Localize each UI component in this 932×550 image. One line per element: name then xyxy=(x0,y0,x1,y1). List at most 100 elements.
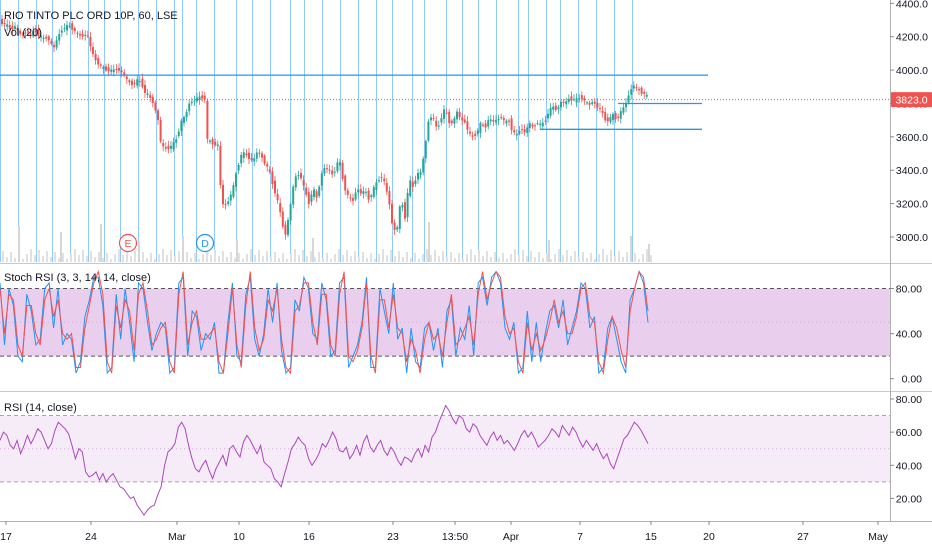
time-tick-label: May xyxy=(868,531,889,543)
volume-bar xyxy=(610,250,612,262)
last-price-tag-text: 3823.0 xyxy=(895,95,927,107)
candle-body xyxy=(411,181,414,187)
candle-body xyxy=(536,123,539,125)
candle-body xyxy=(482,124,484,126)
candle-body xyxy=(34,30,37,33)
volume-bar xyxy=(442,251,444,262)
candle-body xyxy=(450,120,453,124)
candle-body xyxy=(497,119,500,121)
candle-body xyxy=(16,27,19,31)
volume-bar xyxy=(250,249,252,262)
candle-body xyxy=(419,171,422,175)
price-pane[interactable] xyxy=(0,0,890,262)
oscillator-tick-label: 40.00 xyxy=(896,460,922,472)
candle-body xyxy=(614,112,617,120)
candle-body xyxy=(229,194,232,201)
candle-body xyxy=(185,111,188,118)
volume-bar xyxy=(362,252,364,262)
candle-body xyxy=(89,36,92,47)
candle-body xyxy=(461,117,464,121)
candle-body xyxy=(333,171,336,173)
price-tick-label: 3200.0 xyxy=(896,199,928,211)
candle-body xyxy=(341,162,344,179)
candle-body xyxy=(63,28,66,30)
candle-body xyxy=(336,162,339,172)
candle-body xyxy=(380,177,383,179)
candle-body xyxy=(448,111,451,124)
event-circle[interactable] xyxy=(118,233,138,253)
candle-body xyxy=(255,152,258,159)
event-marker-E[interactable]: E xyxy=(118,233,138,253)
stoch-rsi-legend[interactable]: Stoch RSI (3, 3, 14, 14, close) xyxy=(4,272,151,284)
volume-legend[interactable]: Vol (20) xyxy=(4,27,42,39)
candle-body xyxy=(471,135,474,137)
candle-body xyxy=(612,114,614,121)
candle-body xyxy=(440,118,443,123)
rsi-axis[interactable]: 20.00 40.00 60.00 80.00 xyxy=(890,394,922,505)
volume-bar xyxy=(100,224,102,262)
time-tick-label: 23 xyxy=(387,531,399,543)
candle-body xyxy=(55,40,58,48)
candle-body xyxy=(318,186,321,196)
volume-bar xyxy=(530,251,532,262)
volume-bar xyxy=(312,238,314,262)
candle-body xyxy=(144,85,146,93)
candle-body xyxy=(115,69,118,71)
candle-body xyxy=(396,227,399,230)
candle-body xyxy=(105,66,107,71)
candle-body xyxy=(248,152,250,160)
candle-body xyxy=(643,91,646,94)
event-marker-D[interactable]: D xyxy=(195,233,215,253)
candle-body xyxy=(625,102,627,108)
candle-body xyxy=(344,175,347,191)
candle-body xyxy=(323,167,326,174)
candle-body xyxy=(414,180,417,185)
candle-body xyxy=(313,189,315,197)
candle-body xyxy=(183,117,185,123)
candle-body xyxy=(375,182,378,190)
volume-bar xyxy=(522,250,524,262)
event-circle[interactable] xyxy=(195,233,215,253)
session-markers xyxy=(0,0,633,262)
price-tick-label: 4000.0 xyxy=(896,65,928,77)
volume-bar xyxy=(42,256,44,262)
candle-body xyxy=(378,180,380,182)
candle-body xyxy=(258,152,261,154)
time-tick-label: 10 xyxy=(233,531,245,543)
time-axis[interactable]: 17 24 Mar 10 16 23 13:50 Apr 7 15 20 27 May xyxy=(0,521,889,543)
volume-bar xyxy=(470,249,472,262)
candle-body xyxy=(331,170,334,175)
rsi-legend[interactable]: RSI (14, close) xyxy=(4,402,77,414)
volume-bar xyxy=(594,259,596,262)
volume-bar xyxy=(38,250,40,262)
candle-body xyxy=(432,117,435,119)
price-axis[interactable]: 3000.03200.03400.03600.03800.04000.04200… xyxy=(890,0,928,244)
candle-body xyxy=(513,130,516,133)
candle-body xyxy=(567,98,570,102)
volume-bar xyxy=(618,251,620,262)
candle-body xyxy=(575,98,578,103)
volume-bar xyxy=(34,255,36,262)
volume-bar xyxy=(548,240,550,262)
volume-bar xyxy=(60,232,62,262)
stoch-rsi-axis[interactable]: 0.00 40.00 80.00 xyxy=(890,284,922,386)
volume-bar xyxy=(186,252,188,262)
candle-body xyxy=(604,112,607,121)
candle-body xyxy=(279,203,282,213)
volume-bar xyxy=(462,259,464,262)
candle-body xyxy=(112,69,115,73)
volume-bar xyxy=(354,251,356,262)
volume-bar xyxy=(650,255,652,262)
candle-body xyxy=(541,122,544,127)
volume-bar xyxy=(430,255,432,262)
volume-bar xyxy=(422,254,424,262)
candle-body xyxy=(424,140,427,159)
volume-bar xyxy=(2,251,4,262)
volume-bar xyxy=(598,254,600,262)
candle-body xyxy=(349,197,352,199)
drawn-lines[interactable] xyxy=(0,74,708,130)
symbol-title[interactable]: RIO TINTO PLC ORD 10P, 60, LSE xyxy=(4,10,178,22)
candle-body xyxy=(570,96,573,101)
